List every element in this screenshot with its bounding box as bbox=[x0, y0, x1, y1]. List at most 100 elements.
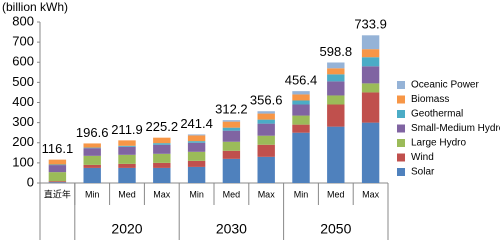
bar-segment bbox=[48, 165, 67, 173]
x-tick-label: Min bbox=[294, 189, 309, 199]
x-tick-label: Max bbox=[362, 189, 380, 199]
legend-label: Wind bbox=[411, 152, 434, 163]
bar-segment bbox=[222, 121, 241, 128]
y-tick-label: 800 bbox=[12, 13, 34, 28]
bar-segment bbox=[153, 167, 171, 183]
bar-segment bbox=[292, 104, 310, 116]
legend-label: Geothermal bbox=[411, 109, 463, 120]
bar-segment bbox=[257, 123, 275, 136]
bar-segment bbox=[48, 164, 67, 166]
bar-segment bbox=[83, 143, 101, 148]
bar-segment bbox=[222, 127, 241, 131]
total-label: 225.2 bbox=[146, 119, 179, 134]
y-tick-label: 600 bbox=[12, 54, 34, 69]
y-tick-label: 100 bbox=[12, 154, 34, 169]
bar-segment bbox=[327, 81, 345, 96]
bar-segment bbox=[187, 151, 206, 161]
bar-segment bbox=[153, 143, 171, 145]
bar-segment bbox=[83, 148, 101, 156]
legend-swatch bbox=[397, 168, 405, 176]
bar-segment bbox=[257, 111, 275, 114]
bar-segment bbox=[118, 140, 136, 146]
x-tick-label: Med bbox=[327, 189, 345, 199]
bar-segment bbox=[187, 134, 206, 136]
y-tick-label: 400 bbox=[12, 94, 34, 109]
bar-segment bbox=[292, 124, 310, 133]
bar-segment bbox=[153, 153, 171, 163]
y-tick-label: 300 bbox=[12, 114, 34, 129]
bar-segment bbox=[327, 68, 345, 75]
bar-segment bbox=[292, 100, 310, 105]
total-label: 241.4 bbox=[180, 116, 213, 131]
total-label: 196.6 bbox=[76, 125, 109, 140]
bar-segment bbox=[361, 83, 380, 93]
bar-segment bbox=[292, 94, 310, 101]
bar-segment bbox=[292, 91, 310, 95]
y-tick-label: 0 bbox=[27, 174, 34, 189]
group-label: 2050 bbox=[320, 221, 351, 237]
bar-segment bbox=[327, 95, 345, 105]
bar-segment bbox=[361, 92, 380, 123]
x-tick-label: Min bbox=[189, 189, 204, 199]
bar-segment bbox=[118, 154, 136, 164]
legend-label: Oceanic Power bbox=[411, 80, 479, 91]
legend-label: Solar bbox=[411, 167, 435, 178]
bar-segment bbox=[187, 142, 206, 152]
legend-swatch bbox=[397, 81, 405, 89]
legend-swatch bbox=[397, 95, 405, 104]
x-tick-label: Max bbox=[258, 189, 276, 199]
bar-segment bbox=[327, 126, 345, 183]
bar-segment bbox=[48, 159, 67, 165]
bar-segment bbox=[222, 120, 241, 122]
bar-segment bbox=[327, 104, 345, 127]
bar-segment bbox=[222, 141, 241, 151]
y-tick-label: 500 bbox=[12, 74, 34, 89]
total-label: 733.9 bbox=[354, 17, 387, 32]
bar-segment bbox=[361, 35, 380, 50]
bar-segment bbox=[153, 162, 171, 168]
bar-segment bbox=[222, 130, 241, 142]
bar-segment bbox=[361, 122, 380, 183]
legend-swatch bbox=[397, 124, 405, 133]
bar-segment bbox=[187, 166, 206, 183]
bar-segment bbox=[83, 167, 101, 183]
bar-segment bbox=[118, 145, 136, 147]
bar-segment bbox=[187, 135, 206, 142]
legend-label: Small-Medium Hydro bbox=[411, 123, 500, 134]
bar-segment bbox=[48, 182, 67, 183]
group-label: 2030 bbox=[216, 221, 247, 237]
total-label: 312.2 bbox=[215, 102, 248, 117]
bar-segment bbox=[187, 141, 206, 143]
legend-swatch bbox=[397, 153, 405, 162]
bar-segment bbox=[187, 160, 206, 167]
bar-segment bbox=[222, 158, 241, 183]
bar-segment bbox=[118, 146, 136, 155]
bar-segment bbox=[48, 172, 67, 182]
bar-segment bbox=[361, 49, 380, 58]
bar-segment bbox=[327, 62, 345, 69]
total-label: 211.9 bbox=[111, 122, 143, 137]
bar-segment bbox=[153, 144, 171, 154]
bar-segment bbox=[222, 150, 241, 159]
bar-segment bbox=[118, 163, 136, 168]
bar-segment bbox=[83, 164, 101, 168]
bar-segment bbox=[257, 144, 275, 157]
legend-swatch bbox=[397, 139, 405, 147]
y-tick-label: 200 bbox=[12, 134, 34, 149]
bar-segment bbox=[257, 113, 275, 120]
total-label: 456.4 bbox=[285, 73, 318, 88]
x-tick-label: Min bbox=[85, 189, 100, 199]
total-label: 116.1 bbox=[42, 141, 74, 156]
bar-segment bbox=[292, 115, 310, 125]
y-axis-label: (billion kWh) bbox=[2, 0, 68, 14]
legend-label: Large Hydro bbox=[411, 138, 466, 149]
bar-segment bbox=[327, 74, 345, 82]
x-tick-label: Med bbox=[223, 189, 241, 199]
bar-segment bbox=[48, 181, 67, 183]
x-tick-label: Max bbox=[153, 189, 171, 199]
bar-segment bbox=[257, 156, 275, 183]
bar-segment bbox=[83, 147, 101, 149]
bar-segment bbox=[361, 66, 380, 84]
bar-segment bbox=[292, 132, 310, 183]
